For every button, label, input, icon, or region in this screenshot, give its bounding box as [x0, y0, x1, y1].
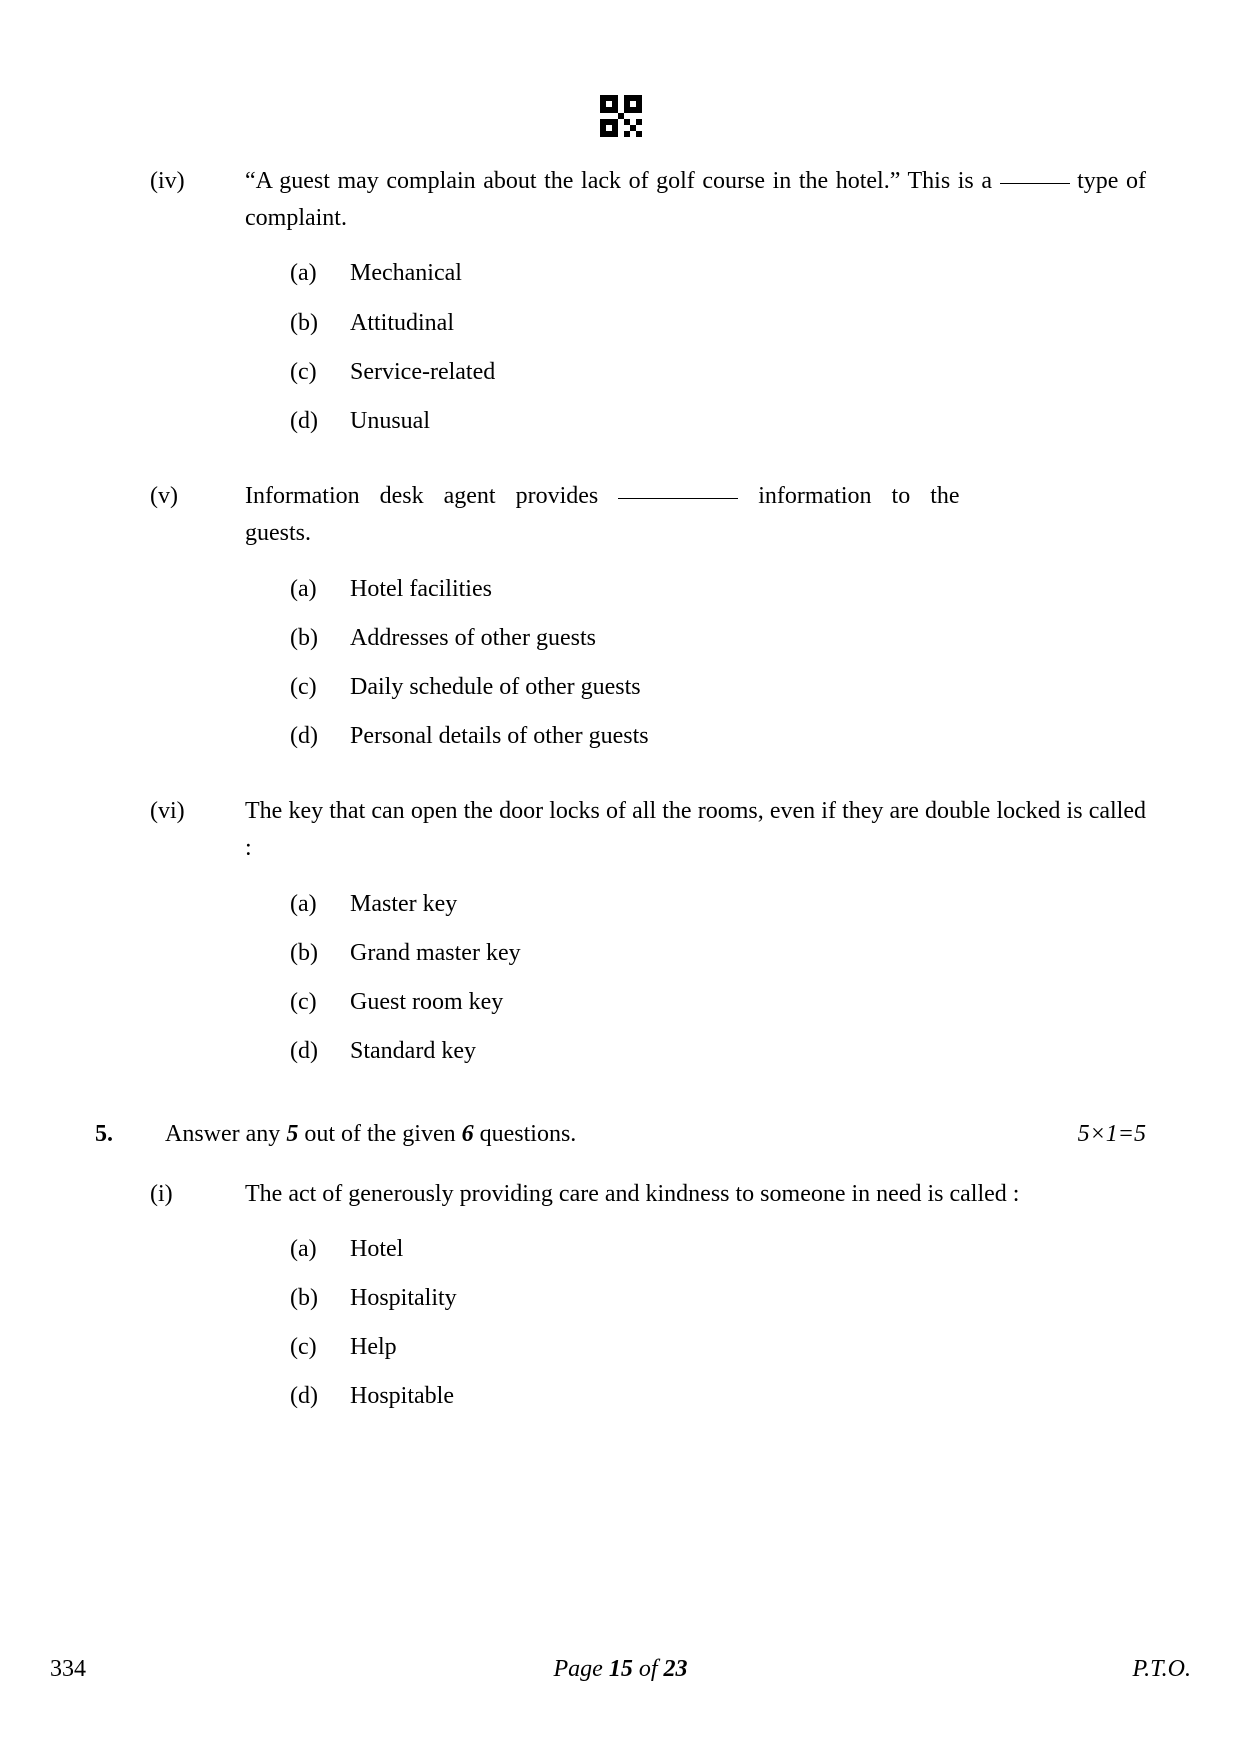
question-text: Information desk agent provides informat…	[245, 478, 1146, 515]
question-text: “A guest may complain about the lack of …	[245, 163, 1146, 237]
option-list: (a)Mechanical (b)Attitudinal (c)Service-…	[245, 255, 1146, 440]
option-b: (b)Hospitality	[290, 1280, 1146, 1317]
marks-scheme: 5×1=5	[1048, 1116, 1146, 1153]
sub-question-iv: (iv) “A guest may complain about the lac…	[95, 163, 1146, 452]
option-d: (d)Unusual	[290, 403, 1146, 440]
question-text: The act of generously providing care and…	[245, 1176, 1146, 1213]
main-question-5: 5. Answer any 5 out of the given 6 quest…	[95, 1116, 1146, 1153]
option-list: (a)Master key (b)Grand master key (c)Gue…	[245, 886, 1146, 1071]
option-d: (d)Hospitable	[290, 1378, 1146, 1415]
page-footer: 334 Page 15 of 23 P.T.O.	[0, 1656, 1241, 1683]
question-number: 5.	[95, 1116, 165, 1153]
page-number: Page 15 of 23	[554, 1656, 688, 1683]
option-c: (c)Service-related	[290, 354, 1146, 391]
blank-line	[1000, 183, 1070, 184]
option-a: (a)Hotel	[290, 1231, 1146, 1268]
sub-question-vi: (vi) The key that can open the door lock…	[95, 793, 1146, 1082]
option-a: (a)Mechanical	[290, 255, 1146, 292]
roman-numeral: (iv)	[150, 163, 245, 452]
option-b: (b)Grand master key	[290, 935, 1146, 972]
question-text: The key that can open the door locks of …	[245, 793, 1146, 867]
option-a: (a)Master key	[290, 886, 1146, 923]
qr-code-icon	[600, 95, 642, 137]
roman-numeral: (v)	[150, 478, 245, 767]
exam-page: (iv) “A guest may complain about the lac…	[0, 0, 1241, 1755]
paper-code: 334	[50, 1656, 86, 1683]
option-d: (d)Personal details of other guests	[290, 718, 1146, 755]
roman-numeral: (vi)	[150, 793, 245, 1082]
option-b: (b)Addresses of other guests	[290, 620, 1146, 657]
instruction-text: Answer any 5 out of the given 6 question…	[165, 1116, 1048, 1153]
option-d: (d)Standard key	[290, 1033, 1146, 1070]
sub-question-5-i: (i) The act of generously providing care…	[95, 1176, 1146, 1428]
option-b: (b)Attitudinal	[290, 305, 1146, 342]
option-list: (a)Hotel (b)Hospitality (c)Help (d)Hospi…	[245, 1231, 1146, 1416]
option-c: (c)Daily schedule of other guests	[290, 669, 1146, 706]
sub-question-v: (v) Information desk agent provides info…	[95, 478, 1146, 767]
option-a: (a)Hotel facilities	[290, 571, 1146, 608]
roman-numeral: (i)	[150, 1176, 245, 1428]
blank-line	[618, 498, 738, 499]
option-c: (c)Guest room key	[290, 984, 1146, 1021]
option-c: (c)Help	[290, 1329, 1146, 1366]
option-list: (a)Hotel facilities (b)Addresses of othe…	[245, 571, 1146, 756]
pto-label: P.T.O.	[1133, 1656, 1191, 1683]
